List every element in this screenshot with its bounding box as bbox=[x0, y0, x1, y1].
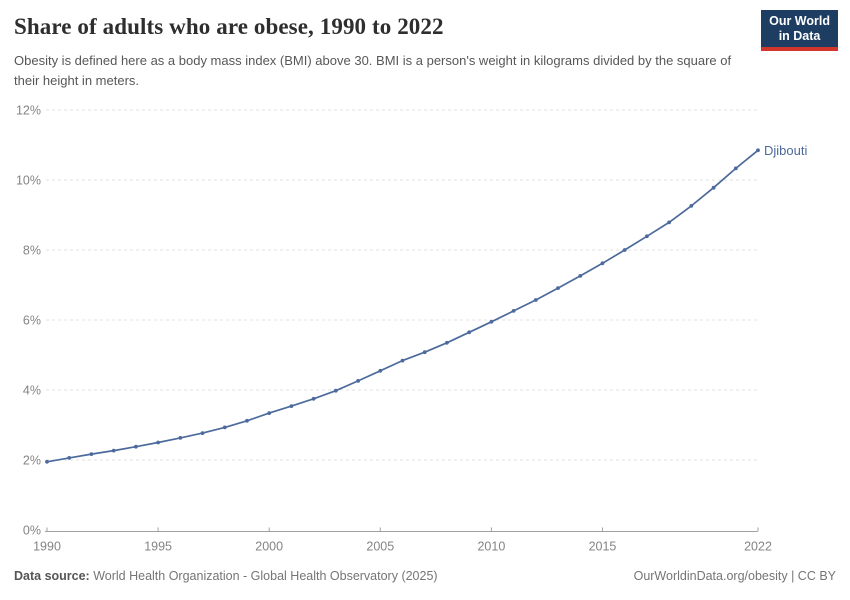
x-axis-tick-label: 2000 bbox=[255, 540, 283, 554]
series-line bbox=[46, 149, 759, 463]
data-point bbox=[134, 444, 138, 449]
data-point bbox=[400, 358, 405, 363]
data-point bbox=[89, 452, 94, 456]
data-point bbox=[111, 448, 116, 453]
data-point bbox=[756, 148, 760, 153]
x-axis-tick-label: 2010 bbox=[477, 540, 505, 554]
data-source-value: World Health Organization - Global Healt… bbox=[89, 569, 438, 583]
data-point bbox=[267, 411, 272, 415]
owid-logo-line1: Our World bbox=[769, 14, 830, 28]
credit-link[interactable]: OurWorldinData.org/obesity | CC BY bbox=[633, 569, 836, 583]
data-point bbox=[689, 204, 694, 208]
y-axis-tick-label: 2% bbox=[23, 454, 41, 468]
y-axis-tick-label: 12% bbox=[16, 104, 41, 118]
x-axis-tick-label: 1990 bbox=[33, 540, 61, 554]
data-point bbox=[356, 379, 360, 383]
data-point bbox=[333, 388, 338, 393]
data-point bbox=[645, 234, 649, 239]
data-point bbox=[289, 404, 294, 408]
data-point bbox=[511, 309, 516, 313]
owid-logo[interactable]: Our World in Data bbox=[761, 10, 838, 51]
y-axis-tick-label: 6% bbox=[23, 314, 41, 328]
data-point bbox=[378, 368, 383, 373]
data-point bbox=[45, 459, 49, 464]
data-source-label: Data source: bbox=[14, 569, 90, 583]
data-point bbox=[222, 425, 227, 430]
data-point bbox=[622, 248, 627, 252]
y-axis-tick-label: 0% bbox=[23, 524, 41, 538]
x-axis-tick-label: 1995 bbox=[144, 540, 172, 554]
data-point bbox=[667, 220, 671, 225]
data-point bbox=[600, 261, 605, 266]
chart-subtitle: Obesity is defined here as a body mass i… bbox=[14, 53, 732, 88]
data-source-note: Data source: World Health Organization -… bbox=[14, 569, 438, 583]
data-point bbox=[556, 286, 560, 290]
y-axis-tick-label: 10% bbox=[16, 174, 41, 188]
data-point bbox=[733, 166, 738, 171]
y-axis-tick-label: 4% bbox=[23, 384, 41, 398]
data-point bbox=[67, 456, 72, 460]
data-point bbox=[467, 330, 472, 335]
data-point bbox=[200, 431, 205, 435]
x-axis-tick-label: 2005 bbox=[366, 540, 394, 554]
data-point bbox=[311, 396, 316, 401]
series-label-djibouti[interactable]: Djibouti bbox=[764, 143, 808, 158]
owid-logo-line2: in Data bbox=[778, 29, 821, 43]
data-point bbox=[533, 298, 538, 302]
data-point bbox=[445, 340, 449, 345]
data-point bbox=[711, 185, 716, 190]
data-point bbox=[178, 436, 183, 440]
x-axis-tick-label: 2015 bbox=[589, 540, 617, 554]
y-axis-tick-label: 8% bbox=[23, 244, 41, 258]
data-point bbox=[489, 319, 494, 324]
x-axis-tick-label: 2022 bbox=[744, 540, 772, 554]
data-point bbox=[156, 440, 161, 445]
data-point bbox=[578, 274, 583, 278]
data-point bbox=[245, 418, 249, 423]
data-point bbox=[422, 350, 427, 355]
page-title: Share of adults who are obese, 1990 to 2… bbox=[14, 14, 444, 39]
